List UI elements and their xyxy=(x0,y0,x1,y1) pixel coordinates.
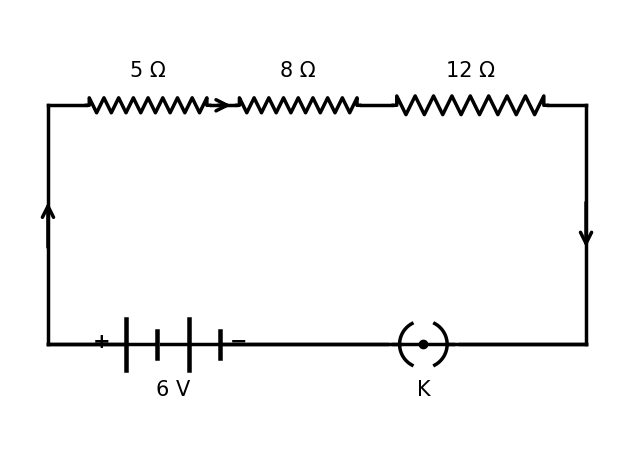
Text: 8 Ω: 8 Ω xyxy=(280,61,316,81)
Text: 12 Ω: 12 Ω xyxy=(446,61,495,81)
Text: +: + xyxy=(93,332,110,352)
Text: 6 V: 6 V xyxy=(156,380,190,400)
Text: −: − xyxy=(230,332,247,352)
Text: 5 Ω: 5 Ω xyxy=(130,61,166,81)
Text: K: K xyxy=(417,380,430,400)
